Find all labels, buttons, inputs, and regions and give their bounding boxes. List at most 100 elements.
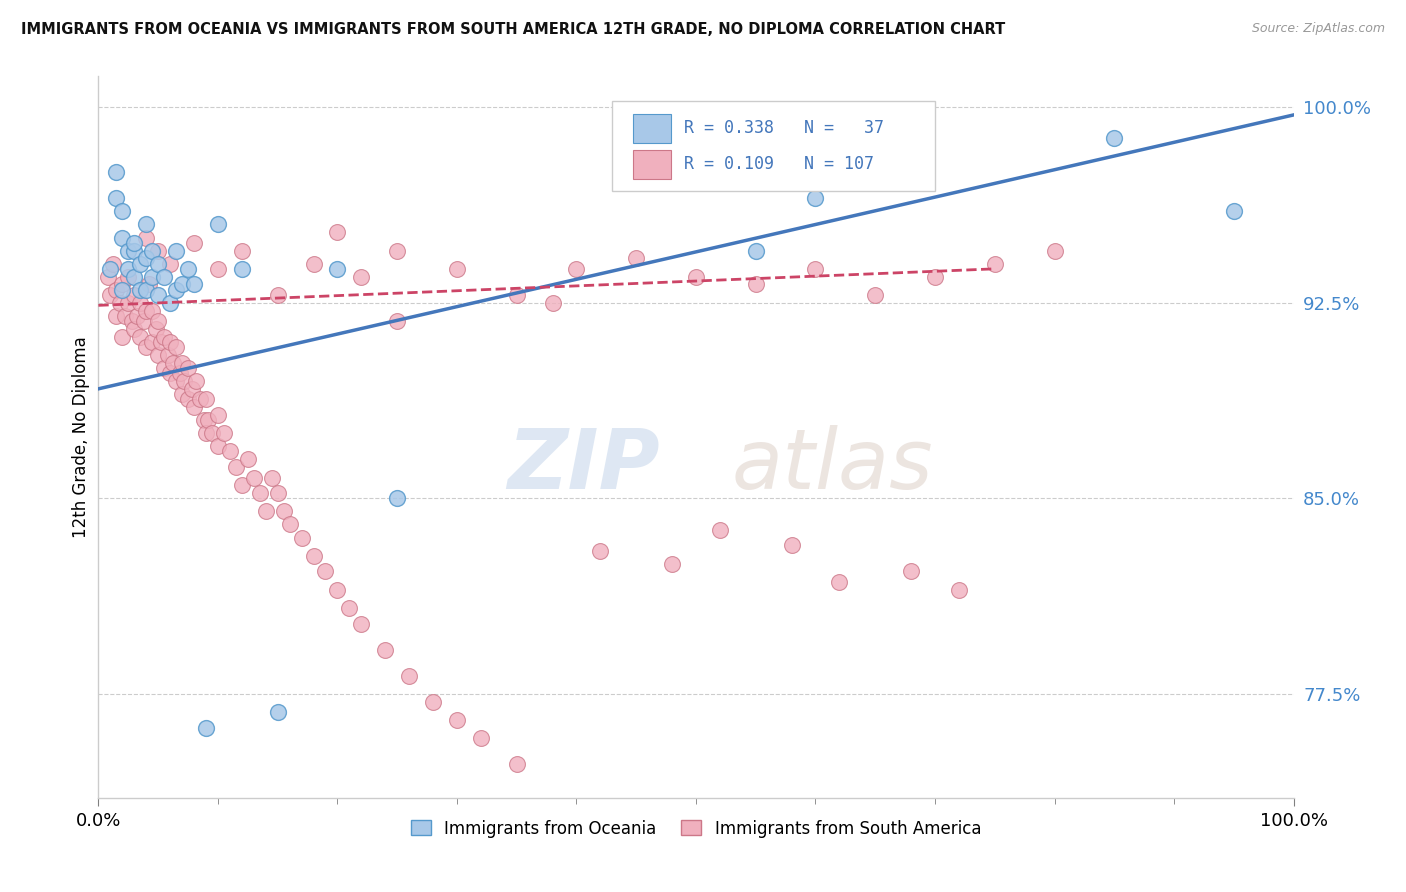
Point (135, 218, 157, 232)
Point (148, 288, 170, 302)
Point (153, 329, 176, 343)
Point (165, 340, 187, 354)
Point (446, 261, 468, 276)
Point (745, 244, 768, 258)
Point (105, 165, 128, 179)
Point (124, 244, 146, 258)
Point (145, 322, 167, 336)
Point (111, 283, 134, 297)
Point (129, 295, 152, 310)
Point (148, 257, 170, 271)
Point (326, 582, 349, 597)
Point (129, 257, 152, 271)
Point (260, 470, 283, 484)
Point (278, 517, 301, 532)
Point (685, 269, 707, 284)
Point (105, 191, 128, 205)
Bar (633, 114, 671, 143)
Legend: Immigrants from Oceania, Immigrants from South America: Immigrants from Oceania, Immigrants from… (404, 813, 988, 844)
Point (385, 314, 409, 328)
Point (924, 269, 946, 284)
Point (231, 478, 253, 492)
Point (117, 244, 139, 258)
Point (135, 252, 157, 266)
Point (780, 538, 803, 552)
Point (1104, 131, 1126, 145)
Point (254, 504, 277, 518)
Point (745, 277, 768, 292)
Point (326, 261, 349, 276)
Point (141, 303, 163, 318)
Point (865, 288, 887, 302)
Point (828, 574, 851, 589)
Point (984, 257, 1007, 271)
Point (195, 426, 218, 441)
Bar (633, 150, 671, 179)
Point (291, 531, 314, 545)
Point (374, 642, 396, 657)
Point (105, 283, 128, 297)
Point (169, 366, 191, 380)
Point (900, 565, 922, 579)
Point (117, 261, 139, 276)
Point (267, 486, 290, 500)
Point (135, 303, 157, 318)
Point (129, 329, 152, 343)
Point (117, 269, 139, 284)
Point (350, 616, 373, 631)
Point (111, 277, 134, 292)
Point (326, 225, 349, 239)
Point (207, 218, 229, 232)
Point (948, 582, 970, 597)
Point (506, 757, 529, 772)
Point (446, 713, 468, 727)
Point (207, 261, 229, 276)
Point (212, 426, 235, 441)
Point (135, 283, 157, 297)
Point (231, 244, 253, 258)
Point (172, 387, 194, 401)
Point (159, 257, 181, 271)
Point (267, 288, 290, 302)
Point (124, 269, 146, 284)
Text: atlas: atlas (733, 425, 934, 507)
Point (132, 314, 155, 328)
Point (135, 340, 157, 354)
Point (141, 269, 163, 284)
Point (153, 361, 176, 376)
Point (589, 543, 612, 558)
Point (172, 277, 194, 292)
Text: R = 0.338   N =   37: R = 0.338 N = 37 (685, 119, 884, 136)
Point (125, 309, 148, 323)
Point (97, 269, 120, 284)
Point (148, 244, 170, 258)
Point (219, 444, 242, 458)
Point (180, 382, 202, 396)
Point (207, 408, 229, 422)
Point (1223, 204, 1246, 219)
Point (183, 235, 205, 250)
Point (148, 314, 170, 328)
Point (159, 334, 181, 349)
Point (124, 322, 146, 336)
Point (661, 557, 683, 571)
Text: R = 0.109   N = 107: R = 0.109 N = 107 (685, 155, 875, 173)
Point (159, 366, 181, 380)
Point (149, 334, 172, 349)
Point (108, 295, 131, 310)
Point (177, 261, 200, 276)
Point (267, 706, 290, 720)
Point (98, 261, 122, 276)
Point (804, 191, 827, 205)
Point (153, 269, 176, 284)
Point (565, 261, 588, 276)
Point (225, 460, 247, 475)
Point (101, 257, 124, 271)
Point (124, 288, 146, 302)
Point (1043, 244, 1066, 258)
Point (243, 470, 266, 484)
Point (114, 309, 136, 323)
Point (177, 361, 200, 376)
Point (422, 695, 444, 709)
Point (506, 288, 529, 302)
